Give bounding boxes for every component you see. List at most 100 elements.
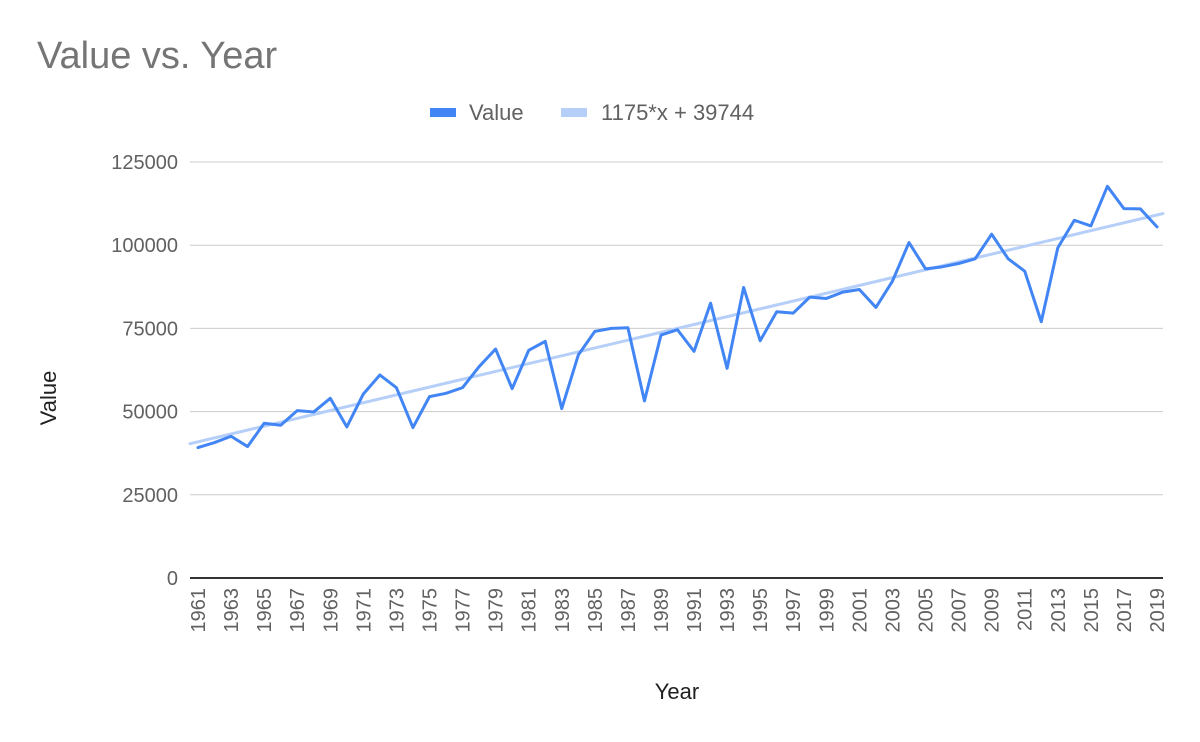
x-tick-label: 1961 [188, 588, 210, 633]
y-tick-label: 75000 [122, 318, 178, 340]
x-tick-label: 2005 [916, 588, 938, 633]
y-axis-ticks: 0 25000 50000 75000 100000 125000 [111, 152, 178, 590]
data-point [956, 261, 962, 267]
x-tick-label: 1965 [254, 588, 276, 633]
data-point [691, 348, 697, 354]
x-tick-label: 1969 [320, 588, 342, 633]
data-point [757, 338, 763, 344]
x-tick-label: 2003 [882, 588, 904, 633]
data-point [195, 445, 201, 451]
data-point [790, 310, 796, 316]
x-axis-ticks: 1961 1963 1965 1967 1969 1971 1973 1975 1977 1979… [188, 588, 1169, 633]
data-point [724, 365, 730, 371]
data-point [542, 338, 548, 344]
x-tick-label: 1971 [353, 588, 375, 633]
x-tick-label: 1979 [486, 588, 508, 633]
data-point [228, 433, 234, 439]
data-point [377, 372, 383, 378]
data-point [1088, 223, 1094, 229]
x-tick-label: 2011 [1015, 588, 1037, 631]
data-point [658, 332, 664, 338]
x-tick-label: 1997 [783, 588, 805, 633]
data-point [923, 266, 929, 272]
data-point [1005, 256, 1011, 262]
data-point [294, 408, 300, 414]
x-tick-label: 2001 [849, 588, 871, 633]
x-tick-label: 1983 [552, 588, 574, 633]
data-point [460, 385, 466, 391]
x-tick-label: 2017 [1114, 588, 1136, 633]
x-tick-label: 1993 [717, 588, 739, 633]
data-point [823, 295, 829, 301]
data-point [426, 394, 432, 400]
y-tick-label: 25000 [122, 485, 178, 507]
x-tick-label: 2015 [1081, 588, 1103, 633]
gridlines [190, 161, 1163, 579]
x-tick-label: 1995 [750, 588, 772, 633]
data-point [311, 409, 317, 415]
y-tick-label: 50000 [122, 402, 178, 424]
data-point [526, 347, 532, 353]
x-tick-label: 1991 [684, 588, 706, 633]
data-point [641, 398, 647, 404]
data-point [807, 294, 813, 300]
y-tick-label: 0 [167, 568, 178, 590]
y-axis-title: Value [36, 371, 61, 426]
data-point [906, 240, 912, 246]
data-point [1121, 206, 1127, 212]
x-tick-label: 1975 [419, 588, 441, 633]
series-line-value [196, 184, 1159, 450]
data-point [245, 444, 251, 450]
x-tick-label: 1973 [386, 588, 408, 633]
data-point [972, 256, 978, 262]
y-tick-label: 100000 [111, 235, 178, 257]
data-point [856, 286, 862, 292]
data-point [493, 346, 499, 352]
x-tick-label: 1977 [453, 588, 475, 633]
data-point [889, 278, 895, 284]
data-point [575, 352, 581, 358]
data-point [1055, 245, 1061, 251]
data-point [939, 264, 945, 270]
legend: Value 1175*x + 39744 [430, 100, 754, 125]
x-tick-label: 2009 [982, 588, 1004, 633]
legend-label-trendline: 1175*x + 39744 [601, 100, 754, 125]
x-tick-label: 1967 [287, 588, 309, 633]
x-tick-label: 1981 [519, 588, 541, 633]
data-point [1137, 206, 1143, 212]
data-point [1022, 268, 1028, 274]
data-point [1038, 319, 1044, 325]
x-axis-title: Year [655, 679, 699, 704]
data-point [708, 300, 714, 306]
data-point [344, 424, 350, 430]
data-point [261, 420, 267, 426]
data-point [774, 309, 780, 315]
data-point [1104, 183, 1110, 189]
data-point [1154, 224, 1160, 230]
data-point [989, 231, 995, 237]
data-point [1071, 217, 1077, 223]
data-point [625, 325, 631, 331]
data-point [509, 386, 515, 392]
y-tick-label: 125000 [111, 152, 178, 174]
x-tick-label: 2013 [1048, 588, 1070, 633]
x-tick-label: 2019 [1147, 588, 1169, 633]
data-point [675, 327, 681, 333]
chart-title: Value vs. Year [37, 35, 277, 77]
legend-label-value: Value [469, 100, 524, 125]
data-point [873, 304, 879, 310]
x-tick-label: 2007 [949, 588, 971, 633]
x-tick-label: 1963 [221, 588, 243, 633]
data-point [608, 325, 614, 331]
x-tick-label: 1985 [585, 588, 607, 633]
data-point [212, 440, 218, 446]
data-point [278, 422, 284, 428]
data-point [741, 284, 747, 290]
x-tick-label: 1999 [816, 588, 838, 633]
legend-swatch-value [430, 108, 456, 117]
data-point [840, 289, 846, 295]
x-tick-label: 1987 [618, 588, 640, 633]
x-tick-label: 1989 [651, 588, 673, 633]
data-point [476, 364, 482, 370]
